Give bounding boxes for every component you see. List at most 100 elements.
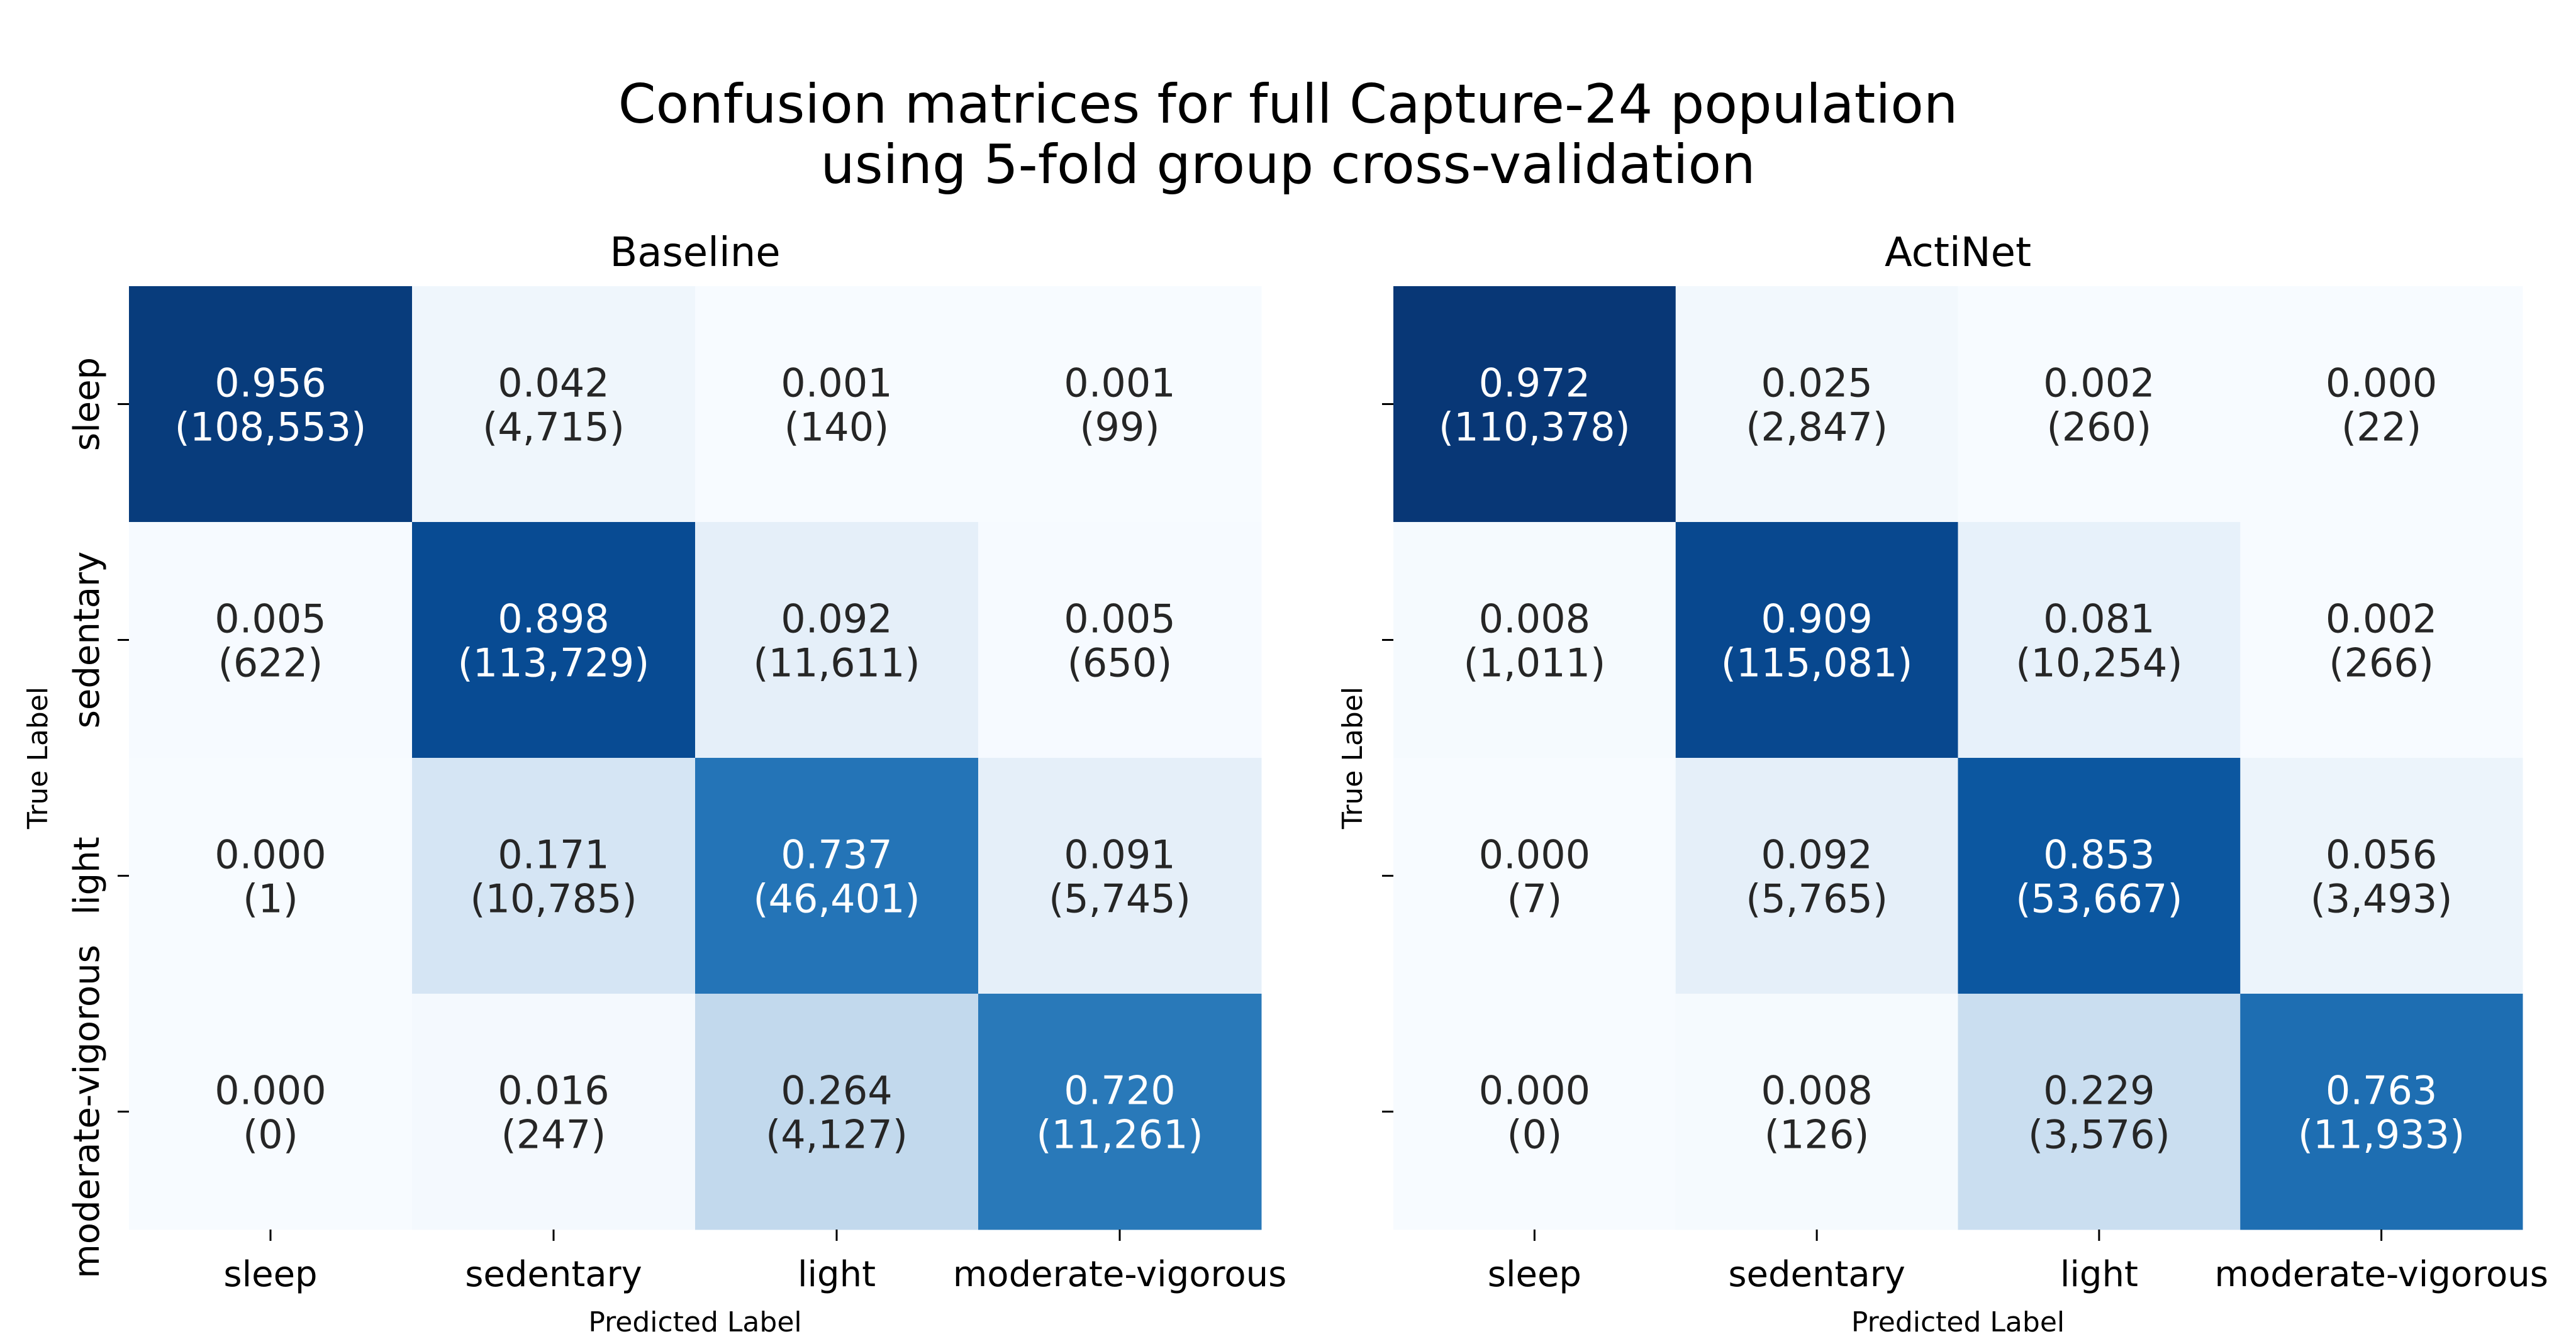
heatmap-cell bbox=[129, 994, 413, 1230]
cell-count-label: (22) bbox=[2341, 404, 2421, 450]
panel-title: Baseline bbox=[610, 230, 780, 276]
cell-value-label: 0.002 bbox=[2043, 360, 2155, 406]
cell-value-label: 0.737 bbox=[781, 832, 893, 878]
cell-value-label: 0.016 bbox=[498, 1068, 610, 1114]
heatmap-cell bbox=[2240, 758, 2523, 994]
cell-value-label: 0.909 bbox=[1761, 596, 1873, 642]
heatmap-cell bbox=[1675, 522, 1958, 758]
heatmap-cell bbox=[1958, 286, 2241, 523]
heatmap-panel-baseline: Baseline0.956(108,553)0.042(4,715)0.001(… bbox=[22, 230, 1286, 1338]
heatmap-cell bbox=[2240, 522, 2523, 758]
heatmap-cell bbox=[129, 758, 413, 994]
heatmap-cell bbox=[1393, 286, 1676, 523]
cell-count-label: (140) bbox=[784, 404, 889, 450]
cell-count-label: (0) bbox=[243, 1112, 298, 1158]
heatmap-cell bbox=[978, 522, 1262, 758]
cell-count-label: (5,745) bbox=[1049, 876, 1191, 922]
heatmap-cell bbox=[1393, 994, 1676, 1230]
cell-count-label: (247) bbox=[501, 1112, 606, 1158]
cell-value-label: 0.005 bbox=[215, 596, 326, 642]
cell-count-label: (10,785) bbox=[470, 876, 637, 922]
x-tick-label: sedentary bbox=[465, 1254, 642, 1295]
cell-value-label: 0.972 bbox=[1479, 360, 1591, 406]
cell-value-label: 0.025 bbox=[1761, 360, 1873, 406]
x-axis-label: Predicted Label bbox=[588, 1306, 801, 1338]
cell-value-label: 0.008 bbox=[1761, 1068, 1873, 1114]
heatmap-cell bbox=[1958, 758, 2241, 994]
y-axis-label: True Label bbox=[1337, 687, 1369, 830]
y-tick-label: sedentary bbox=[67, 552, 108, 729]
heatmap-cell bbox=[1393, 758, 1676, 994]
cell-count-label: (650) bbox=[1068, 640, 1173, 686]
y-tick-label: moderate-vigorous bbox=[67, 945, 108, 1279]
cell-value-label: 0.720 bbox=[1064, 1068, 1176, 1114]
heatmap-cell bbox=[1393, 522, 1676, 758]
cell-value-label: 0.000 bbox=[2326, 360, 2438, 406]
cell-value-label: 0.042 bbox=[498, 360, 610, 406]
cell-value-label: 0.001 bbox=[1064, 360, 1176, 406]
heatmap-cell bbox=[2240, 286, 2523, 523]
cell-count-label: (126) bbox=[1765, 1112, 1870, 1158]
cell-count-label: (11,611) bbox=[753, 640, 920, 686]
cell-count-label: (266) bbox=[2329, 640, 2434, 686]
x-tick-label: sleep bbox=[223, 1254, 317, 1295]
cell-count-label: (5,765) bbox=[1746, 876, 1888, 922]
cell-count-label: (113,729) bbox=[458, 640, 650, 686]
cell-value-label: 0.005 bbox=[1064, 596, 1176, 642]
y-tick-label: light bbox=[67, 836, 108, 914]
cell-value-label: 0.008 bbox=[1479, 596, 1591, 642]
x-tick-label: moderate-vigorous bbox=[2214, 1254, 2548, 1295]
cell-count-label: (260) bbox=[2047, 404, 2152, 450]
heatmap-cell bbox=[412, 522, 696, 758]
cell-value-label: 0.000 bbox=[1479, 1068, 1591, 1114]
x-tick-label: sleep bbox=[1488, 1254, 1581, 1295]
heatmap-cell bbox=[1675, 286, 1958, 523]
heatmap-cell bbox=[412, 758, 696, 994]
cell-value-label: 0.056 bbox=[2326, 832, 2438, 878]
heatmap-cell bbox=[1958, 994, 2241, 1230]
cell-count-label: (0) bbox=[1507, 1112, 1562, 1158]
heatmap-cell bbox=[129, 286, 413, 523]
cell-count-label: (3,493) bbox=[2311, 876, 2453, 922]
heatmap-cell bbox=[695, 286, 979, 523]
heatmap-cell bbox=[695, 758, 979, 994]
cell-value-label: 0.171 bbox=[498, 832, 610, 878]
heatmap-cell bbox=[1675, 758, 1958, 994]
heatmap-cell bbox=[129, 522, 413, 758]
heatmap-panel-actinet: ActiNet0.972(110,378)0.025(2,847)0.002(2… bbox=[1337, 230, 2548, 1338]
panel-title: ActiNet bbox=[1885, 230, 2031, 276]
cell-count-label: (7) bbox=[1507, 876, 1562, 922]
cell-count-label: (4,715) bbox=[482, 404, 625, 450]
cell-value-label: 0.853 bbox=[2043, 832, 2155, 878]
cell-value-label: 0.000 bbox=[215, 1068, 326, 1114]
figure-title-line-1: Confusion matrices for full Capture-24 p… bbox=[618, 73, 1958, 136]
cell-count-label: (110,378) bbox=[1439, 404, 1631, 450]
x-tick-label: light bbox=[798, 1254, 876, 1295]
y-axis-label: True Label bbox=[22, 687, 54, 830]
cell-value-label: 0.001 bbox=[781, 360, 893, 406]
cell-count-label: (11,933) bbox=[2298, 1112, 2465, 1158]
heatmap-cell bbox=[2240, 994, 2523, 1230]
cell-count-label: (108,553) bbox=[175, 404, 367, 450]
cell-value-label: 0.956 bbox=[215, 360, 326, 406]
heatmap-cell bbox=[978, 758, 1262, 994]
cell-value-label: 0.264 bbox=[781, 1068, 893, 1114]
cell-count-label: (10,254) bbox=[2016, 640, 2182, 686]
cell-count-label: (622) bbox=[218, 640, 323, 686]
cell-count-label: (1,011) bbox=[1463, 640, 1605, 686]
y-tick-label: sleep bbox=[67, 357, 108, 451]
heatmap-cell bbox=[978, 994, 1262, 1230]
heatmap-cell bbox=[695, 994, 979, 1230]
cell-value-label: 0.002 bbox=[2326, 596, 2438, 642]
x-tick-label: sedentary bbox=[1728, 1254, 1905, 1295]
heatmap-cell bbox=[978, 286, 1262, 523]
cell-count-label: (99) bbox=[1079, 404, 1159, 450]
cell-count-label: (2,847) bbox=[1746, 404, 1888, 450]
cell-count-label: (115,081) bbox=[1721, 640, 1913, 686]
figure-title-line-2: using 5-fold group cross-validation bbox=[820, 133, 1756, 196]
heatmap-cell bbox=[695, 522, 979, 758]
heatmap-cell bbox=[1958, 522, 2241, 758]
cell-value-label: 0.000 bbox=[215, 832, 326, 878]
cell-value-label: 0.092 bbox=[781, 596, 893, 642]
